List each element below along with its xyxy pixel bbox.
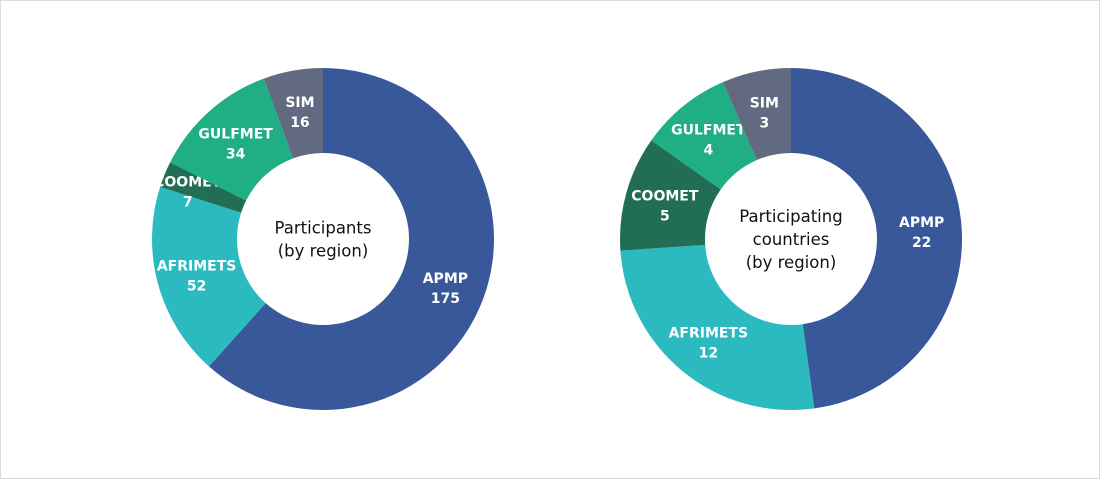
slice-gulfmet bbox=[651, 82, 757, 190]
slice-sim bbox=[263, 68, 323, 159]
slice-value-gulfmet: 34 bbox=[226, 146, 246, 162]
slice-value-apmp: 175 bbox=[431, 291, 460, 307]
slice-gulfmet bbox=[170, 78, 294, 201]
slice-apmp bbox=[791, 68, 962, 409]
chart-title-line: Participants bbox=[275, 219, 372, 238]
slice-afrimets bbox=[620, 244, 815, 411]
slice-value-coomet: 7 bbox=[183, 195, 193, 211]
slice-label-afrimets: AFRIMETS bbox=[669, 326, 749, 342]
donut-chart-1: APMP175AFRIMETS52COOMET7GULFMET34SIM16Pa… bbox=[151, 68, 495, 410]
slice-label-apmp: APMP bbox=[899, 215, 944, 231]
slice-label-sim: SIM bbox=[285, 95, 314, 111]
slice-label-gulfmet: GULFMET bbox=[671, 122, 746, 138]
slice-value-afrimets: 52 bbox=[187, 278, 206, 294]
slice-label-apmp: APMP bbox=[423, 271, 468, 287]
slice-value-sim: 3 bbox=[759, 116, 769, 132]
chart-title-line: countries bbox=[753, 230, 830, 249]
slice-label-coomet: COOMET bbox=[631, 189, 699, 205]
slice-label-sim: SIM bbox=[750, 96, 779, 112]
chart-title-line: (by region) bbox=[278, 242, 369, 261]
slice-label-gulfmet: GULFMET bbox=[198, 126, 273, 142]
slice-label-afrimets: AFRIMETS bbox=[157, 258, 237, 274]
slice-coomet bbox=[160, 162, 247, 213]
slice-value-gulfmet: 4 bbox=[703, 142, 713, 158]
slice-value-apmp: 22 bbox=[912, 235, 931, 251]
slice-value-afrimets: 12 bbox=[699, 346, 718, 362]
slice-apmp bbox=[208, 68, 495, 410]
slice-afrimets bbox=[151, 186, 266, 367]
slice-sim bbox=[722, 68, 791, 161]
chart-title-line: (by region) bbox=[746, 253, 837, 272]
slice-coomet bbox=[619, 140, 721, 251]
slice-value-sim: 16 bbox=[290, 115, 309, 131]
chart-title-line: Participating bbox=[739, 207, 842, 226]
donut-chart-2: APMP 22 AFRIMETS 12 COOMET 5 GULFMET 4 SIM 3 Parti… bbox=[619, 68, 962, 411]
slice-value-coomet: 5 bbox=[660, 209, 670, 225]
